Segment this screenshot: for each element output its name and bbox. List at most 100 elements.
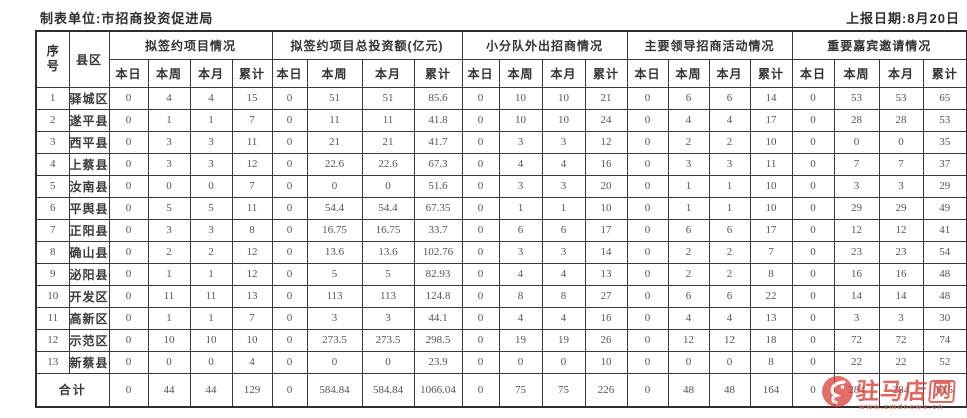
row-number-cell: 1 (35, 86, 70, 110)
subheader-cell: 本周 (833, 58, 880, 88)
value-cell: 0 (791, 218, 835, 242)
subheader-cell: 本日 (461, 58, 500, 88)
value-cell: 1 (189, 262, 233, 286)
value-cell: 7 (231, 174, 273, 198)
table-row: 12 示范区 0 10 10 10 0 273.5 273.5 298.5 0 19 19 26 0 12 12… (35, 328, 967, 352)
value-cell: 16 (878, 262, 924, 286)
value-cell: 0 (147, 350, 191, 374)
value-cell: 0 (108, 86, 149, 110)
value-cell: 0 (626, 196, 669, 220)
value-cell: 6 (667, 218, 710, 242)
subheader-cell: 本日 (108, 58, 149, 88)
value-cell: 3 (833, 306, 880, 330)
value-cell: 4 (541, 306, 586, 330)
value-cell: 12 (584, 130, 628, 154)
value-cell: 0 (108, 328, 149, 352)
value-cell: 67.35 (413, 196, 463, 220)
value-cell: 0 (461, 350, 500, 374)
value-cell: 0 (108, 130, 149, 154)
value-cell: 54.4 (361, 196, 415, 220)
total-value-cell: 0 (461, 372, 500, 408)
value-cell: 26 (584, 328, 628, 352)
group-header-5: 重要嘉宾邀请情况 (791, 30, 967, 60)
value-cell: 53 (922, 108, 967, 132)
row-number-cell: 13 (35, 350, 70, 374)
value-cell: 0 (271, 240, 308, 264)
value-cell: 37 (922, 152, 967, 176)
value-cell: 0 (626, 240, 669, 264)
value-cell: 0 (271, 306, 308, 330)
value-cell: 3 (147, 152, 191, 176)
value-cell: 0 (108, 218, 149, 242)
value-cell: 1 (147, 262, 191, 286)
value-cell: 1 (189, 108, 233, 132)
value-cell: 1 (498, 196, 543, 220)
group-header-2: 拟签约项目总投资额(亿元) (271, 30, 463, 60)
value-cell: 5 (189, 196, 233, 220)
value-cell: 21 (584, 86, 628, 110)
value-cell: 15 (231, 86, 273, 110)
value-cell: 0 (271, 350, 308, 374)
district-cell: 平舆县 (68, 196, 110, 220)
value-cell: 0 (878, 130, 924, 154)
value-cell: 2 (667, 240, 710, 264)
subheader-cell: 累计 (922, 58, 967, 88)
value-cell: 10 (147, 328, 191, 352)
value-cell: 11 (749, 152, 793, 176)
value-cell: 41.7 (413, 130, 463, 154)
value-cell: 0 (271, 174, 308, 198)
value-cell: 4 (708, 108, 751, 132)
value-cell: 3 (147, 218, 191, 242)
value-cell: 22 (878, 350, 924, 374)
value-cell: 24 (584, 108, 628, 132)
value-cell: 29 (878, 196, 924, 220)
value-cell: 51 (306, 86, 363, 110)
value-cell: 4 (147, 86, 191, 110)
subheader-cell: 累计 (231, 58, 273, 88)
value-cell: 3 (306, 306, 363, 330)
subheader-cell: 本月 (878, 58, 924, 88)
value-cell: 21 (306, 130, 363, 154)
value-cell: 0 (626, 218, 669, 242)
district-cell: 泌阳县 (68, 262, 110, 286)
table-row: 9 泌阳县 0 1 1 12 0 5 5 82.93 0 4 4 13 0 2 2 8 0 16 16 48 (35, 262, 967, 286)
total-value-cell: 129 (231, 372, 273, 408)
value-cell: 4 (498, 306, 543, 330)
value-cell: 13 (749, 306, 793, 330)
value-cell: 13.6 (306, 240, 363, 264)
value-cell: 51.6 (413, 174, 463, 198)
value-cell: 8 (231, 218, 273, 242)
subheader-cell: 本周 (498, 58, 543, 88)
value-cell: 21 (361, 130, 415, 154)
district-cell: 开发区 (68, 284, 110, 308)
value-cell: 1 (189, 306, 233, 330)
value-cell: 0 (461, 284, 500, 308)
value-cell: 29 (833, 196, 880, 220)
table-row: 10 开发区 0 11 11 13 0 113 113 124.8 0 8 8 27 0 6 6 22 0 14 14 4… (35, 284, 967, 308)
value-cell: 0 (108, 350, 149, 374)
value-cell: 8 (541, 284, 586, 308)
subheader-cell: 本日 (626, 58, 669, 88)
value-cell: 0 (791, 284, 835, 308)
value-cell: 4 (498, 152, 543, 176)
row-number-cell: 9 (35, 262, 70, 286)
value-cell: 0 (271, 108, 308, 132)
value-cell: 28 (878, 108, 924, 132)
table-row: 8 确山县 0 2 2 12 0 13.6 13.6 102.76 0 3 3 14 0 2 2 7 0 23 23 54 (35, 240, 967, 264)
value-cell: 0 (108, 284, 149, 308)
value-cell: 102.76 (413, 240, 463, 264)
value-cell: 65 (922, 86, 967, 110)
value-cell: 29 (922, 174, 967, 198)
value-cell: 3 (541, 130, 586, 154)
value-cell: 6 (498, 218, 543, 242)
value-cell: 1 (708, 196, 751, 220)
district-cell: 驿城区 (68, 86, 110, 110)
table-header: 序号 县区 拟签约项目情况 拟签约项目总投资额(亿元) 小分队外出招商情况 主要领导招商活… (35, 30, 967, 88)
table-row: 1 驿城区 0 4 4 15 0 51 51 85.6 0 10 10 21 0 6 6 14 0 53 53 65 (35, 86, 967, 110)
table-row: 11 高新区 0 1 1 7 0 3 3 44.1 0 4 4 16 0 4 4 13 0 3 3 30 (35, 306, 967, 330)
value-cell: 0 (461, 174, 500, 198)
district-cell: 高新区 (68, 306, 110, 330)
value-cell: 0 (461, 218, 500, 242)
value-cell: 33.7 (413, 218, 463, 242)
value-cell: 113 (306, 284, 363, 308)
